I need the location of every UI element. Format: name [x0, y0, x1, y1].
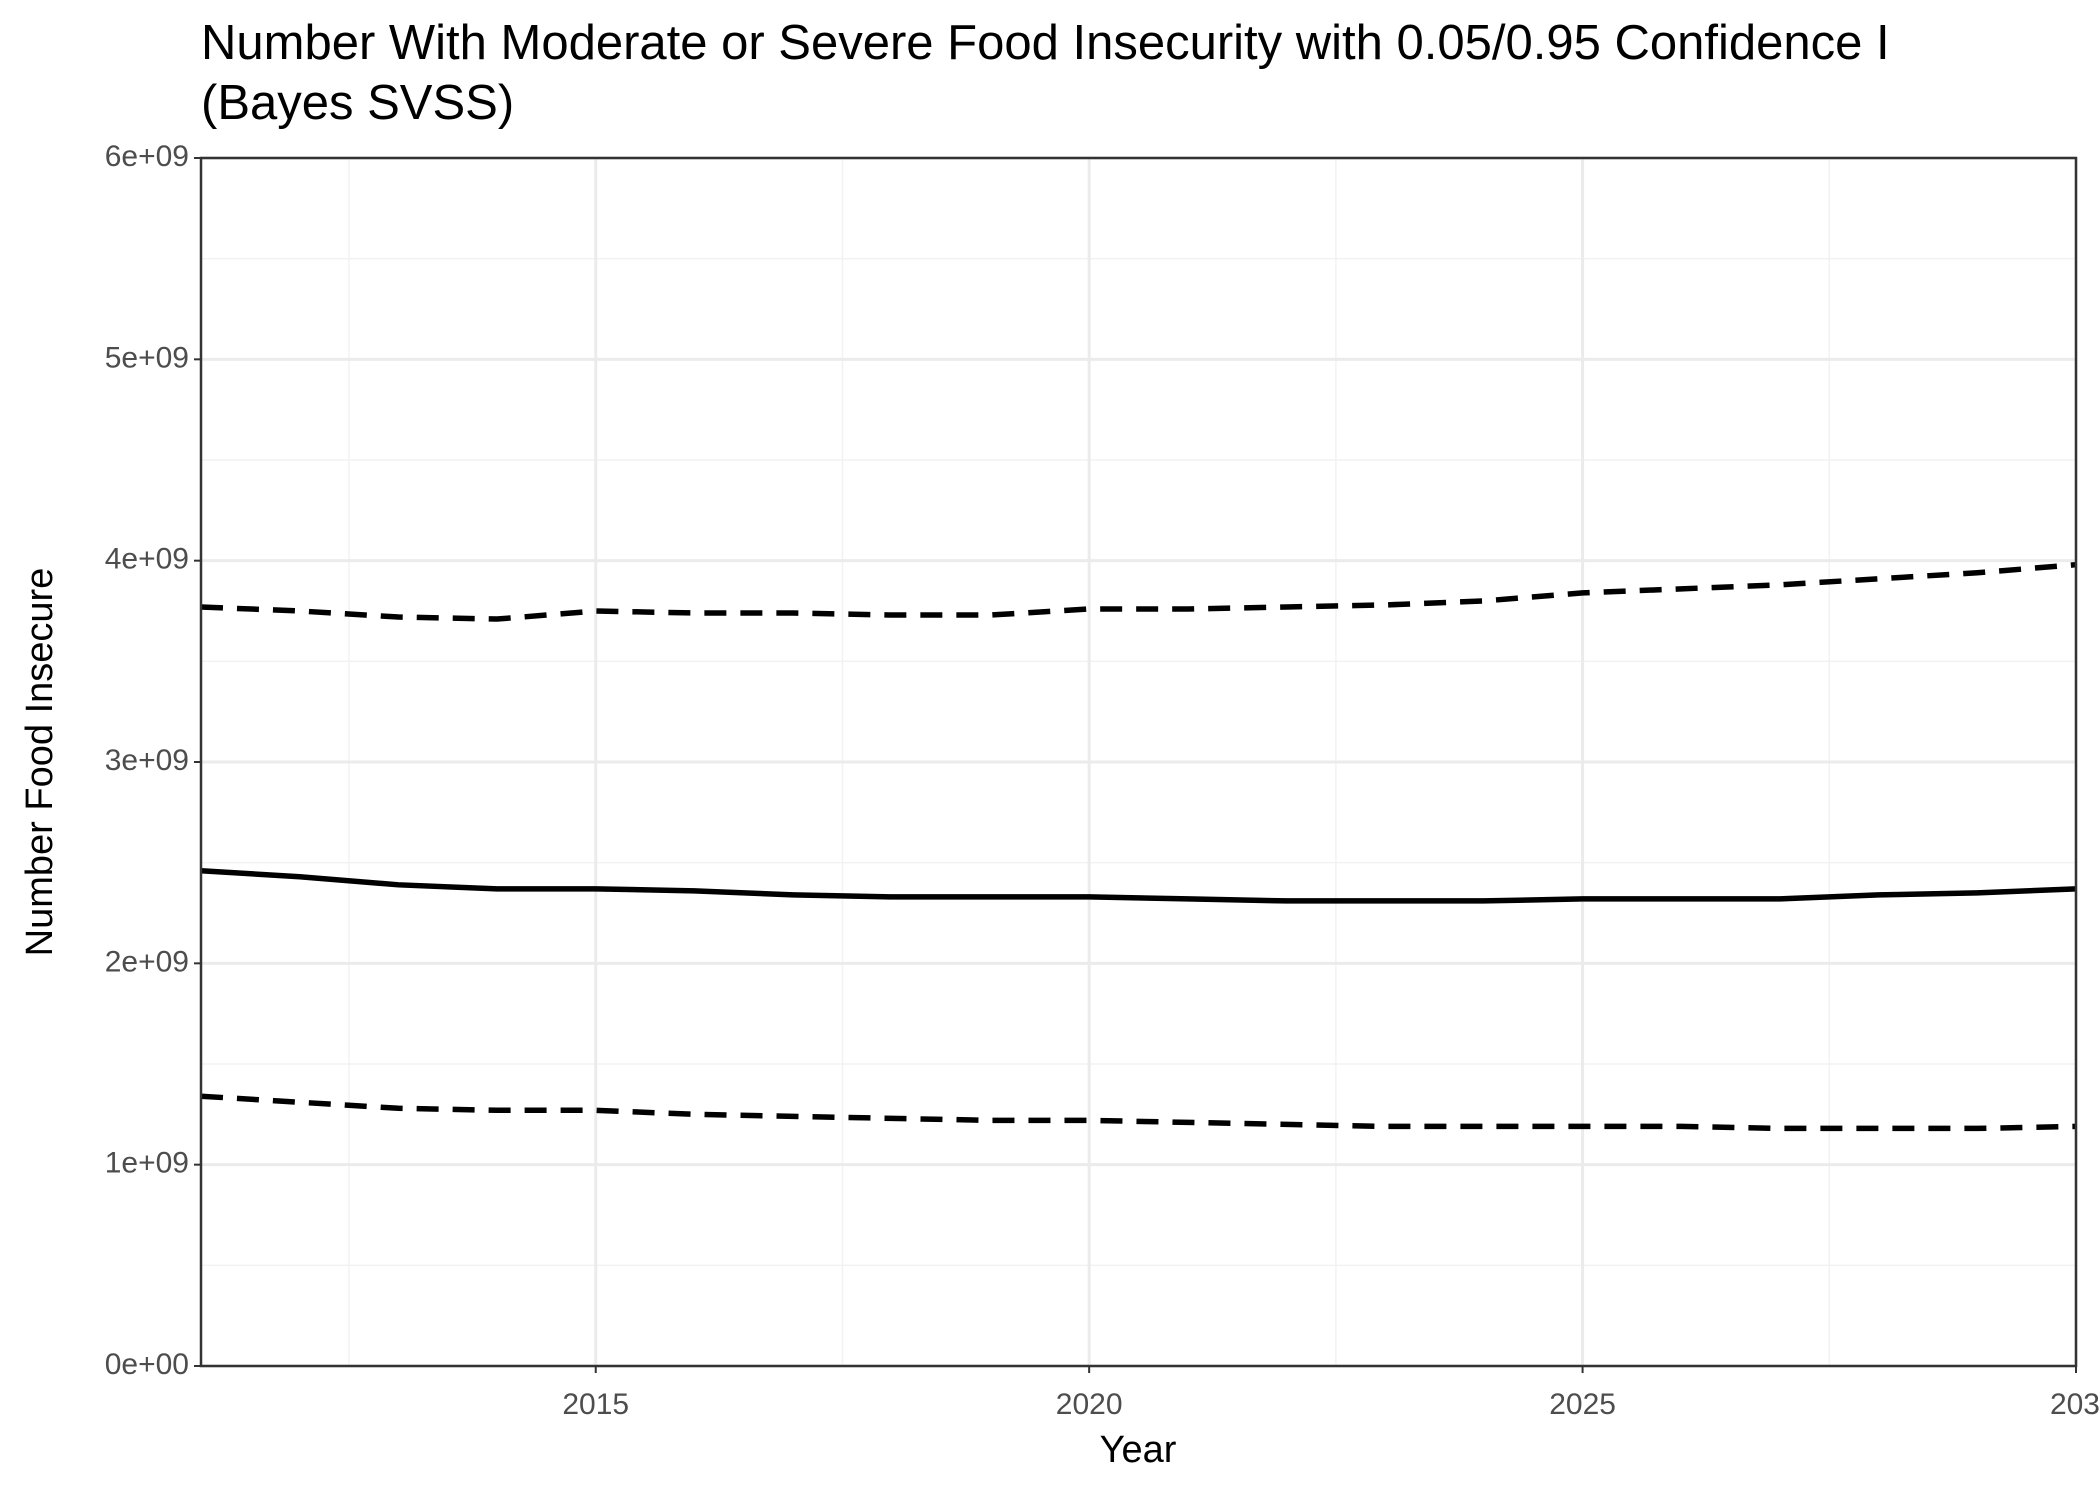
x-tick-label: 2025	[1549, 1388, 1616, 1421]
line-series	[200, 561, 2077, 622]
y-tick-label: 5e+09	[105, 341, 189, 374]
line-series	[200, 1093, 2077, 1132]
y-tick-label: 0e+00	[105, 1348, 189, 1381]
x-tick-label: 2020	[1056, 1388, 1123, 1421]
y-tick-label: 1e+09	[105, 1147, 189, 1180]
x-tick-label: 2015	[562, 1388, 629, 1421]
y-axis-title: Number Food Insecure	[19, 568, 61, 957]
line-series	[200, 867, 2077, 904]
y-tick-label: 3e+09	[105, 744, 189, 777]
y-tick-label: 6e+09	[105, 140, 189, 173]
y-tick-label: 2e+09	[105, 945, 189, 978]
x-axis-title: Year	[1100, 1429, 1177, 1471]
chart-subtitle: (Bayes SVSS)	[201, 76, 514, 130]
x-tick-label: 203	[2050, 1388, 2100, 1421]
chart-title: Number With Moderate or Severe Food Inse…	[201, 16, 1890, 70]
y-tick-label: 4e+09	[105, 543, 189, 576]
plot-border	[199, 156, 2078, 1368]
